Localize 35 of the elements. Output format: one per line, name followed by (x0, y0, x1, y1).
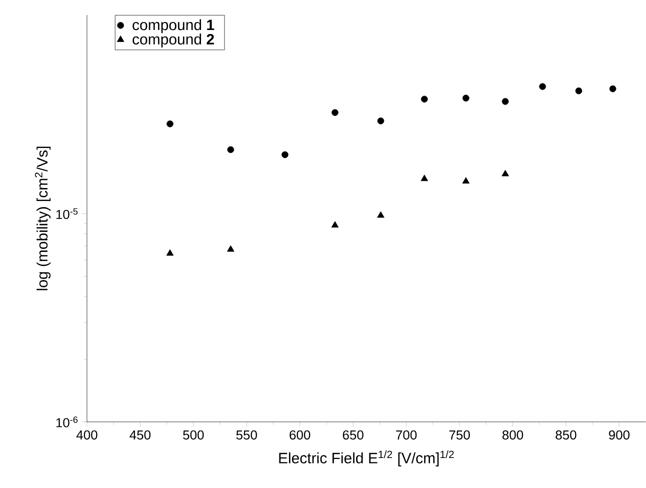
point (166, 249, 174, 256)
point (421, 96, 428, 103)
point (282, 151, 288, 158)
legend-label: compound 1 (132, 19, 214, 34)
x-axis-title: Electric Field E$^{1/2}$ [V/cm]$^{1/2}$ (279, 450, 454, 466)
point (227, 146, 234, 154)
point (502, 98, 509, 105)
point (331, 221, 339, 228)
x-tick-label: 700 (396, 430, 417, 440)
point (575, 88, 582, 94)
point (609, 85, 616, 92)
x-tick-label: 450 (130, 430, 151, 440)
point (332, 109, 338, 116)
point (377, 118, 384, 124)
point (502, 170, 509, 176)
x-tick-label: 400 (76, 430, 98, 440)
y-axis-title: log (mobility) [cm$^{2}$/Vs] (34, 146, 51, 290)
x-tick-label: 650 (342, 430, 364, 440)
x-tick-label: 750 (449, 430, 470, 440)
x-tick-label: 550 (236, 430, 257, 440)
point (539, 83, 546, 90)
point (227, 245, 234, 252)
x-tick-label: 600 (290, 430, 310, 440)
x-tick-label: 900 (608, 430, 630, 440)
point (377, 211, 384, 218)
x-tick-label: 800 (502, 430, 524, 440)
legend-label: compound 2 (132, 34, 214, 48)
x-tick-label: 850 (556, 430, 576, 440)
point (420, 174, 428, 182)
x-tick-label: 500 (183, 430, 204, 440)
point (462, 94, 470, 102)
y-tick-label: 10$^{-6}$ (56, 416, 78, 428)
point (166, 120, 174, 128)
point (462, 177, 470, 184)
y-tick-label: 10$^{-5}$ (56, 208, 78, 220)
